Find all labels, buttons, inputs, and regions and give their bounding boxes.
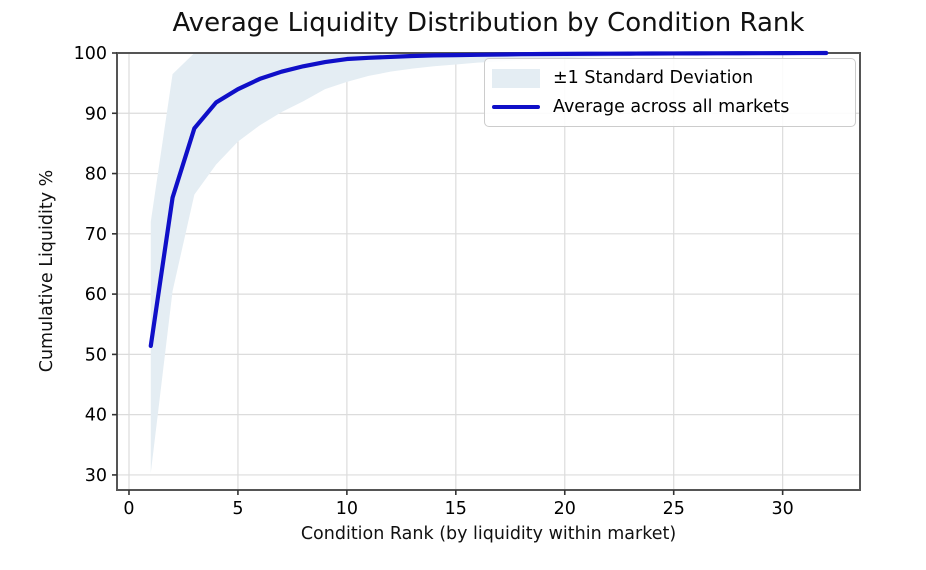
legend: ±1 Standard Deviation Average across all…: [484, 58, 856, 127]
x-tick-label: 25: [663, 499, 685, 519]
y-tick-label: 90: [85, 104, 107, 124]
x-tick-label: 30: [772, 499, 794, 519]
y-axis-label: Cumulative Liquidity %: [37, 169, 57, 373]
legend-label-average-line: Average across all markets: [553, 97, 790, 117]
x-axis-label: Condition Rank (by liquidity within mark…: [300, 524, 677, 544]
y-tick-label: 70: [85, 225, 107, 245]
y-tick-label: 30: [85, 466, 107, 486]
x-tick-label: 20: [554, 499, 576, 519]
std-band-swatch: [492, 68, 540, 88]
x-tick-label: 10: [336, 499, 358, 519]
y-tick-label: 80: [85, 165, 107, 185]
legend-item-average-line: Average across all markets: [492, 97, 843, 117]
std-deviation-band: [150, 53, 827, 474]
legend-label-std-band: ±1 Standard Deviation: [553, 68, 754, 88]
y-tick-label: 100: [74, 44, 107, 64]
y-tick-label: 40: [85, 406, 107, 426]
chart-title: Average Liquidity Distribution by Condit…: [172, 8, 805, 38]
y-tick-label: 50: [85, 345, 107, 365]
y-tick-label: 60: [85, 285, 107, 305]
x-tick-label: 0: [123, 499, 134, 519]
average-line: [148, 50, 829, 349]
average-line-swatch: [492, 98, 540, 117]
x-tick-label: 15: [445, 499, 467, 519]
x-tick-label: 5: [232, 499, 243, 519]
legend-item-std-band: ±1 Standard Deviation: [492, 68, 843, 88]
